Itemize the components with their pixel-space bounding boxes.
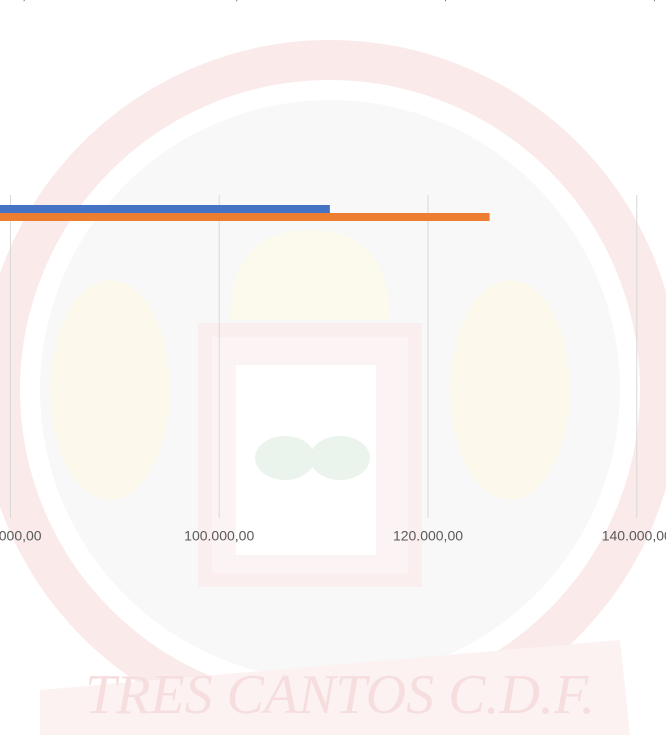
bar bbox=[0, 205, 330, 213]
x-tick-label: 100.000,00 bbox=[184, 0, 254, 3]
watermark-text: TRES CANTOS C.D.F. bbox=[85, 664, 595, 726]
x-tick-label: 120.000,00 bbox=[393, 528, 463, 544]
bar bbox=[0, 213, 490, 221]
x-tick-label: 120.000,00 bbox=[393, 0, 463, 3]
x-tick-label: 80.000,00 bbox=[0, 0, 42, 3]
watermark-logo bbox=[0, 40, 666, 735]
x-tick-label: 140.000,00 bbox=[602, 528, 666, 544]
x-tick-label: 140.000,00 bbox=[602, 0, 666, 3]
x-tick-label: 100.000,00 bbox=[184, 528, 254, 544]
x-tick-label: 80.000,00 bbox=[0, 528, 42, 544]
